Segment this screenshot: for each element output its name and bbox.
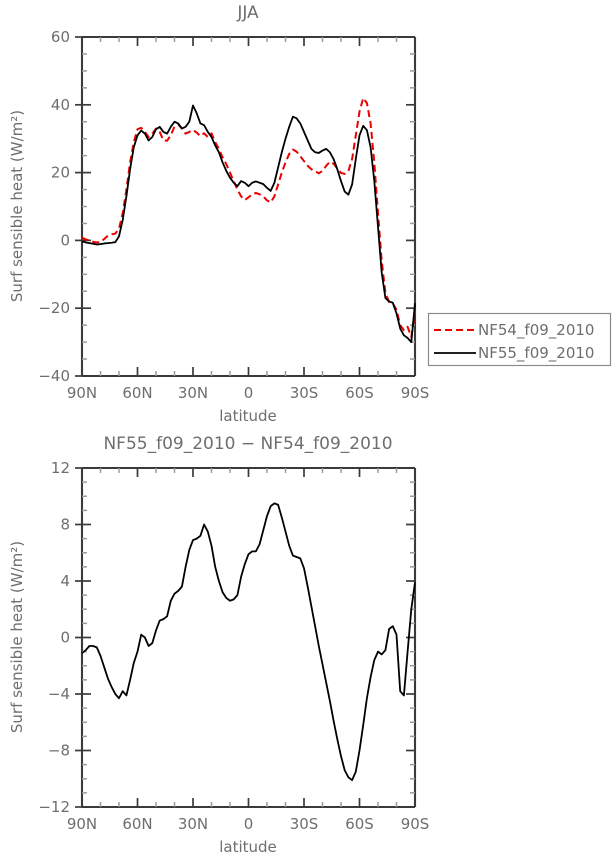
jja-ytick-label: −40 <box>38 367 70 385</box>
jja-series-group <box>81 97 416 343</box>
jja-axis-tick-labels: 90N 60N 30N 0 30S 60S 90S −40 −20 0 20 40 60 <box>38 28 429 402</box>
difference-ytick-label: −8 <box>48 742 70 760</box>
jja-series-2 <box>81 104 416 343</box>
jja-xtick-label: 90N <box>67 384 97 402</box>
difference-ytick-label: 12 <box>51 459 70 477</box>
difference-series-group <box>81 502 416 782</box>
difference-xaxis-title: latitude <box>219 838 277 856</box>
jja-panel: JJA 90N 60N 30N 0 30S 60S 90S −40 −20 0 20 40 60 lat… <box>8 3 429 425</box>
jja-ytick-label: 0 <box>60 231 70 249</box>
difference-ytick-label: −4 <box>48 685 70 703</box>
legend-label-2[interactable]: NF55_f09_2010 <box>478 344 594 363</box>
jja-ytick-label: 20 <box>51 164 70 182</box>
difference-panel-title: NF55_f09_2010 − NF54_f09_2010 <box>103 434 392 454</box>
difference-xtick-label: 0 <box>244 815 254 833</box>
difference-ytick-label: 0 <box>60 629 70 647</box>
jja-ytick-label: 40 <box>51 96 70 114</box>
jja-xtick-label: 30S <box>290 384 319 402</box>
difference-axis-ticks <box>75 467 416 808</box>
jja-xtick-label: 60N <box>122 384 152 402</box>
jja-ytick-label: 60 <box>51 28 70 46</box>
jja-xtick-label: 30N <box>178 384 208 402</box>
difference-xtick-label: 30N <box>178 815 208 833</box>
legend-items: NF54_f09_2010 NF55_f09_2010 <box>434 321 594 363</box>
difference-axis-tick-labels: 90N 60N 30N 0 30S 60S 90S −12 −8 −4 0 4 8 12 <box>38 459 429 833</box>
difference-xtick-label: 60N <box>122 815 152 833</box>
jja-ytick-label: −20 <box>38 299 70 317</box>
difference-panel: NF55_f09_2010 − NF54_f09_2010 90N 60N 30N 0… <box>8 434 429 856</box>
jja-series-1 <box>81 97 416 339</box>
legend: NF54_f09_2010 NF55_f09_2010 <box>427 312 612 367</box>
jja-panel-title: JJA <box>236 3 259 23</box>
difference-ytick-label: 4 <box>60 572 70 590</box>
jja-xtick-label: 60S <box>345 384 374 402</box>
difference-xtick-label: 90N <box>67 815 97 833</box>
difference-series-1 <box>81 502 416 782</box>
jja-xtick-label: 0 <box>244 384 254 402</box>
jja-yaxis-title: Surf sensible heat (W/m²) <box>8 110 26 302</box>
difference-ytick-label: 8 <box>60 516 70 534</box>
difference-xtick-label: 90S <box>401 815 430 833</box>
legend-box <box>427 312 612 367</box>
difference-xtick-label: 30S <box>290 815 319 833</box>
jja-xtick-label: 90S <box>401 384 430 402</box>
difference-yaxis-title: Surf sensible heat (W/m²) <box>8 541 26 733</box>
difference-xtick-label: 60S <box>345 815 374 833</box>
jja-axis-ticks <box>75 36 416 377</box>
difference-ytick-label: −12 <box>38 798 70 816</box>
jja-xaxis-title: latitude <box>219 407 277 425</box>
legend-label-1[interactable]: NF54_f09_2010 <box>478 321 594 340</box>
